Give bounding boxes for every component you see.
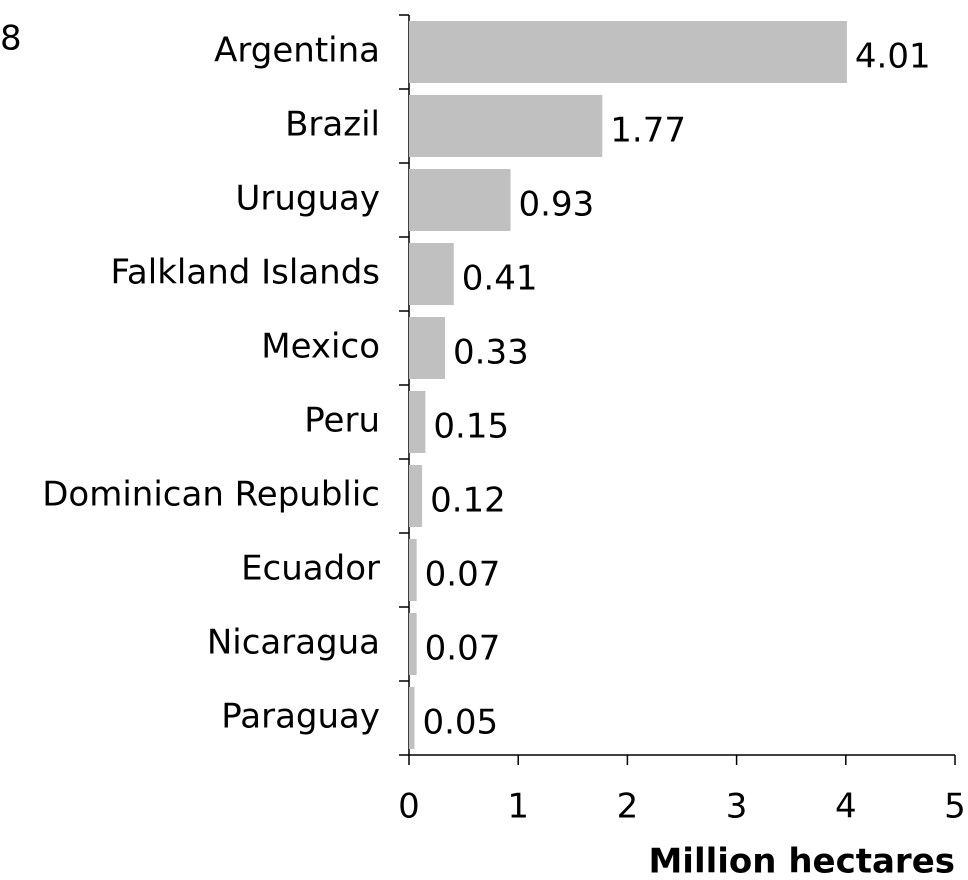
y-tick-label: Argentina [214, 31, 380, 71]
x-tick-label: 4 [835, 787, 857, 827]
y-tick-label: Mexico [261, 327, 380, 367]
y-tick-label: Uruguay [236, 179, 381, 219]
value-label: 0.07 [425, 629, 501, 669]
y-tick-label: Peru [304, 401, 380, 441]
bar [409, 391, 426, 453]
y-tick-label: Nicaragua [207, 623, 380, 663]
y-tick-label: Falkland Islands [111, 253, 381, 293]
bar [409, 613, 417, 675]
bar [409, 95, 603, 157]
value-label: 0.15 [433, 407, 509, 447]
value-label: 4.01 [855, 37, 931, 77]
annotation: 8 [0, 19, 22, 59]
value-label: 0.05 [422, 703, 498, 743]
value-label: 0.33 [453, 333, 529, 373]
x-tick-label: 3 [726, 787, 748, 827]
bar [409, 169, 511, 231]
x-tick-label: 1 [507, 787, 529, 827]
x-tick-label: 0 [398, 787, 420, 827]
y-tick-label: Dominican Republic [42, 475, 380, 515]
bar [409, 243, 454, 305]
value-label: 0.07 [425, 555, 501, 595]
x-axis-label: Million hectares [648, 842, 955, 880]
x-tick-label: 5 [944, 787, 966, 827]
y-tick-label: Brazil [285, 105, 380, 145]
x-tick-label: 2 [617, 787, 639, 827]
bar [409, 317, 446, 379]
bar [409, 539, 417, 601]
value-label: 1.77 [610, 111, 686, 151]
value-label: 0.41 [462, 259, 538, 299]
y-tick-label: Paraguay [221, 697, 380, 737]
value-label: 0.93 [519, 185, 595, 225]
bar [409, 21, 847, 83]
value-label: 0.12 [430, 481, 506, 521]
y-tick-label: Ecuador [241, 549, 380, 589]
bar [409, 687, 415, 749]
bar [409, 465, 423, 527]
